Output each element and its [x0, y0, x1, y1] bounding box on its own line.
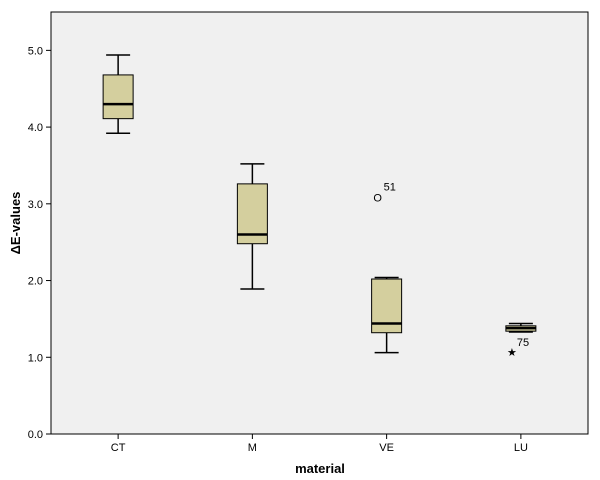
y-axis-title: ΔE-values: [8, 192, 23, 255]
y-tick-label: 2.0: [28, 276, 43, 288]
outlier-label: 75: [517, 337, 529, 349]
box-lu: ★75: [505, 322, 537, 359]
y-tick-label: 3.0: [28, 199, 43, 211]
outlier-marker-circle: O: [373, 193, 382, 205]
outlier-label: 51: [384, 182, 396, 194]
box-m: [236, 163, 268, 290]
boxes-group: O51 ★75: [102, 54, 537, 359]
y-tick-label: 1.0: [28, 352, 43, 364]
x-tick-label: M: [248, 442, 257, 454]
x-tick-label: LU: [514, 442, 528, 454]
box-ct: [102, 54, 134, 134]
y-tick-label: 0.0: [28, 429, 43, 441]
x-tick-label: VE: [379, 442, 394, 454]
iqr-box: [102, 74, 134, 120]
outlier-marker-star: ★: [507, 347, 517, 359]
x-axis: CT M VE LU: [111, 434, 528, 454]
y-axis: 0.0 1.0 2.0 3.0 4.0 5.0: [28, 45, 51, 441]
box-ve: O51: [371, 182, 403, 354]
x-tick-label: CT: [111, 442, 126, 454]
plot-area: [50, 11, 589, 435]
y-tick-label: 4.0: [28, 122, 43, 134]
y-tick-label: 5.0: [28, 45, 43, 57]
x-axis-title: material: [295, 461, 345, 476]
